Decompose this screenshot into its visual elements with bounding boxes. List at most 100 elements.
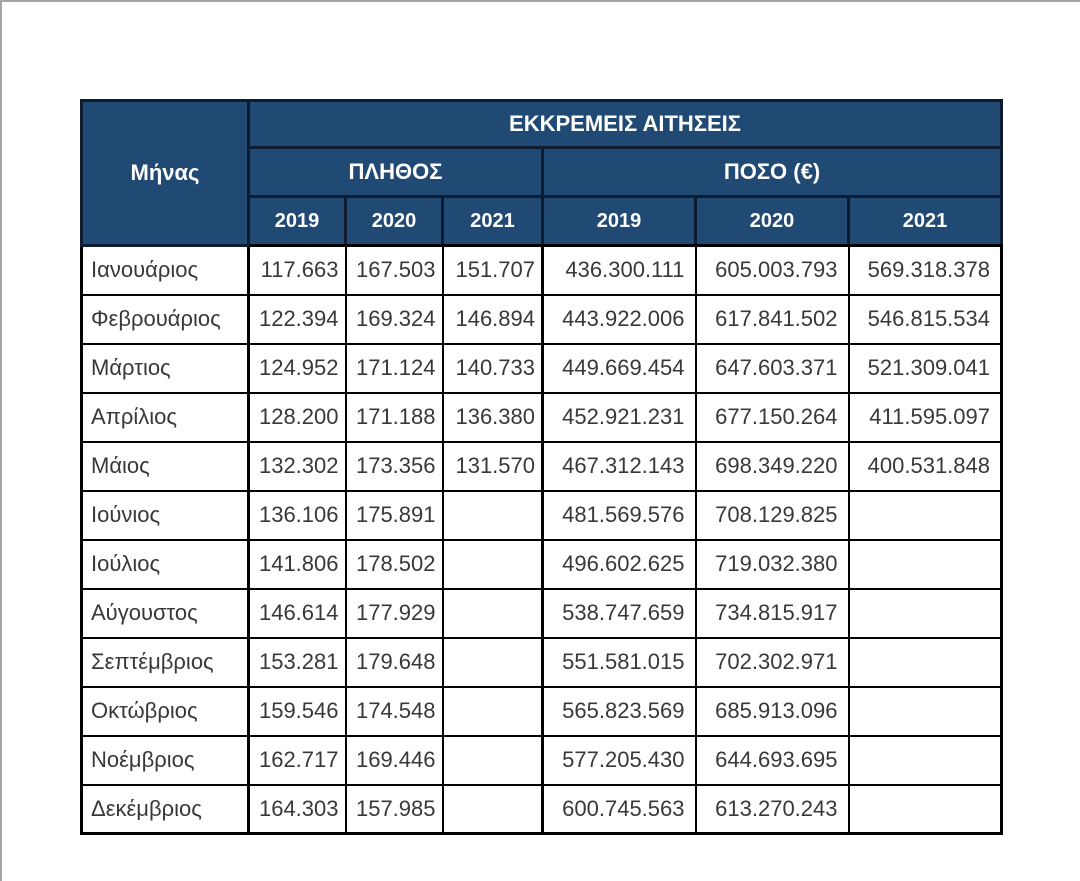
- viewport-left-edge-line: [0, 0, 2, 881]
- table-row: Ιανουάριος 117.663 167.503 151.707 436.3…: [80, 244, 1003, 296]
- amount-2021-cell: [847, 685, 1003, 737]
- month-cell: Οκτώβριος: [80, 685, 250, 737]
- amount-2021-cell: [847, 636, 1003, 688]
- table-row: Νοέμβριος 162.717 169.446 577.205.430 64…: [80, 734, 1003, 786]
- count-2020-cell: 157.985: [344, 783, 444, 835]
- month-cell: Ιούλιος: [80, 538, 250, 590]
- amount-2019-cell: 436.300.111: [541, 244, 697, 296]
- count-2020-cell: 179.648: [344, 636, 444, 688]
- amount-2021-cell: 521.309.041: [847, 342, 1003, 394]
- amount-2021-cell: [847, 783, 1003, 835]
- amount-2020-cell: 617.841.502: [694, 293, 850, 345]
- amount-2019-cell: 551.581.015: [541, 636, 697, 688]
- table-row: Μάιος 132.302 173.356 131.570 467.312.14…: [80, 440, 1003, 492]
- amount-2020-cell: 644.693.695: [694, 734, 850, 786]
- amount-2021-cell: 569.318.378: [847, 244, 1003, 296]
- table-row: Δεκέμβριος 164.303 157.985 600.745.563 6…: [80, 783, 1003, 835]
- amount-2019-cell: 452.921.231: [541, 391, 697, 443]
- month-cell: Ιούνιος: [80, 489, 250, 541]
- count-group-header: ΠΛΗΘΟΣ: [247, 146, 544, 198]
- count-2021-cell: [441, 636, 544, 688]
- count-2021-cell: 136.380: [441, 391, 544, 443]
- amount-2020-cell: 613.270.243: [694, 783, 850, 835]
- table-title-header: ΕΚΚΡΕΜΕΙΣ ΑΙΤΗΣΕΙΣ: [247, 99, 1003, 149]
- count-2020-cell: 171.188: [344, 391, 444, 443]
- count-2021-cell: [441, 783, 544, 835]
- table-row: Ιούλιος 141.806 178.502 496.602.625 719.…: [80, 538, 1003, 590]
- amount-2019-cell: 577.205.430: [541, 734, 697, 786]
- amount-2021-cell: [847, 538, 1003, 590]
- month-cell: Μάρτιος: [80, 342, 250, 394]
- count-2019-cell: 141.806: [247, 538, 347, 590]
- table-header: Μήνας ΕΚΚΡΕΜΕΙΣ ΑΙΤΗΣΕΙΣ ΠΛΗΘΟΣ ΠΟΣΟ (€)…: [80, 99, 1003, 247]
- table-row: Σεπτέμβριος 153.281 179.648 551.581.015 …: [80, 636, 1003, 688]
- amount-group-header: ΠΟΣΟ (€): [541, 146, 1003, 198]
- table-row: Μάρτιος 124.952 171.124 140.733 449.669.…: [80, 342, 1003, 394]
- amount-year-2019-header: 2019: [541, 195, 697, 247]
- month-cell: Νοέμβριος: [80, 734, 250, 786]
- amount-2020-cell: 702.302.971: [694, 636, 850, 688]
- table-row: Αύγουστος 146.614 177.929 538.747.659 73…: [80, 587, 1003, 639]
- count-2021-cell: [441, 734, 544, 786]
- amount-2020-cell: 677.150.264: [694, 391, 850, 443]
- amount-2020-cell: 708.129.825: [694, 489, 850, 541]
- count-2021-cell: [441, 489, 544, 541]
- amount-2019-cell: 467.312.143: [541, 440, 697, 492]
- count-2019-cell: 128.200: [247, 391, 347, 443]
- amount-2021-cell: [847, 587, 1003, 639]
- count-2021-cell: 151.707: [441, 244, 544, 296]
- count-2019-cell: 153.281: [247, 636, 347, 688]
- count-2020-cell: 169.446: [344, 734, 444, 786]
- amount-2020-cell: 647.603.371: [694, 342, 850, 394]
- amount-2021-cell: 546.815.534: [847, 293, 1003, 345]
- amount-2021-cell: [847, 489, 1003, 541]
- count-2020-cell: 178.502: [344, 538, 444, 590]
- amount-2021-cell: [847, 734, 1003, 786]
- amount-2020-cell: 719.032.380: [694, 538, 850, 590]
- amount-year-2020-header: 2020: [694, 195, 850, 247]
- table-body: Ιανουάριος 117.663 167.503 151.707 436.3…: [80, 244, 1003, 835]
- count-2020-cell: 173.356: [344, 440, 444, 492]
- table-row: Ιούνιος 136.106 175.891 481.569.576 708.…: [80, 489, 1003, 541]
- count-2019-cell: 136.106: [247, 489, 347, 541]
- amount-2019-cell: 538.747.659: [541, 587, 697, 639]
- count-2021-cell: 131.570: [441, 440, 544, 492]
- count-2021-cell: 146.894: [441, 293, 544, 345]
- count-2020-cell: 169.324: [344, 293, 444, 345]
- table-row: Απρίλιος 128.200 171.188 136.380 452.921…: [80, 391, 1003, 443]
- count-2020-cell: 175.891: [344, 489, 444, 541]
- count-2020-cell: 167.503: [344, 244, 444, 296]
- amount-2020-cell: 685.913.096: [694, 685, 850, 737]
- count-2019-cell: 132.302: [247, 440, 347, 492]
- pending-applications-table: Μήνας ΕΚΚΡΕΜΕΙΣ ΑΙΤΗΣΕΙΣ ΠΛΗΘΟΣ ΠΟΣΟ (€)…: [80, 99, 1003, 835]
- amount-2021-cell: 411.595.097: [847, 391, 1003, 443]
- amount-2019-cell: 443.922.006: [541, 293, 697, 345]
- count-2020-cell: 171.124: [344, 342, 444, 394]
- amount-2020-cell: 734.815.917: [694, 587, 850, 639]
- amount-2019-cell: 481.569.576: [541, 489, 697, 541]
- count-2020-cell: 174.548: [344, 685, 444, 737]
- amount-year-2021-header: 2021: [847, 195, 1003, 247]
- month-cell: Απρίλιος: [80, 391, 250, 443]
- amount-2020-cell: 698.349.220: [694, 440, 850, 492]
- count-year-2019-header: 2019: [247, 195, 347, 247]
- amount-2021-cell: 400.531.848: [847, 440, 1003, 492]
- month-cell: Ιανουάριος: [80, 244, 250, 296]
- amount-2019-cell: 565.823.569: [541, 685, 697, 737]
- count-year-2021-header: 2021: [441, 195, 544, 247]
- count-2021-cell: [441, 538, 544, 590]
- count-2021-cell: 140.733: [441, 342, 544, 394]
- count-year-2020-header: 2020: [344, 195, 444, 247]
- table-row: Οκτώβριος 159.546 174.548 565.823.569 68…: [80, 685, 1003, 737]
- amount-2019-cell: 449.669.454: [541, 342, 697, 394]
- count-2019-cell: 117.663: [247, 244, 347, 296]
- count-2019-cell: 159.546: [247, 685, 347, 737]
- month-cell: Αύγουστος: [80, 587, 250, 639]
- viewport-top-edge-line: [0, 0, 1080, 2]
- month-column-header: Μήνας: [80, 99, 250, 247]
- count-2019-cell: 146.614: [247, 587, 347, 639]
- table-row: Φεβρουάριος 122.394 169.324 146.894 443.…: [80, 293, 1003, 345]
- count-2021-cell: [441, 587, 544, 639]
- month-cell: Μάιος: [80, 440, 250, 492]
- month-cell: Φεβρουάριος: [80, 293, 250, 345]
